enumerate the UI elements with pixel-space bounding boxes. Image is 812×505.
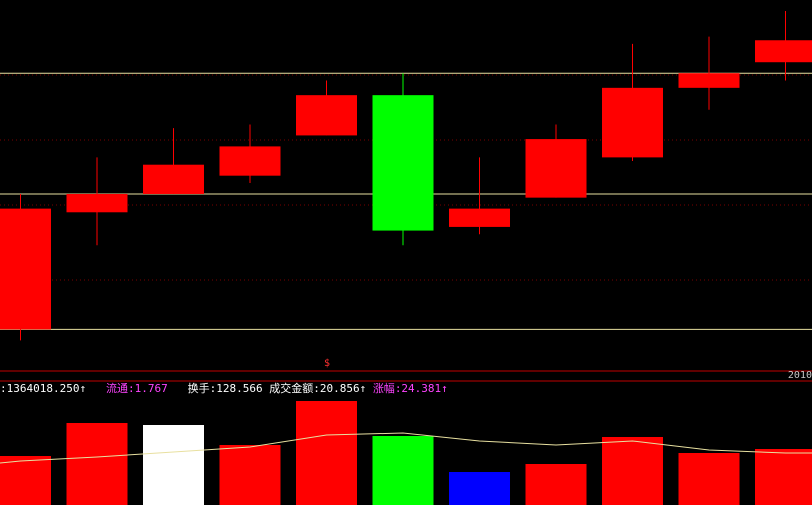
volume-bar-4 [219,445,281,505]
turnover-label: 换手 [187,382,210,395]
circulation-label: 流通 [105,382,128,395]
change-label: 涨幅 [372,382,395,395]
change-value: :24.381↑ [394,382,448,395]
candle-body-10 [678,73,740,88]
volume-bar-10 [678,453,740,505]
volume-bar-7 [449,472,510,505]
candlestick-series [0,10,812,341]
volume-bar-5 [296,401,357,505]
volume-bar-9 [602,437,663,505]
marker-label: $ [324,358,331,369]
volume-bar-3 [143,425,204,505]
volume-moving-average-line [0,432,812,464]
indicator-info-bar: :1364018.250↑ 流通:1.767 换手:128.566 成交金额:2… [0,381,448,397]
volume-value: :1364018.250↑ [0,382,87,395]
volume-bar-8 [525,464,587,505]
candle-body-5 [296,95,357,136]
volume-bar-11 [755,449,812,505]
circulation-value: :1.767 [127,382,168,395]
candle-body-7 [449,208,510,227]
grid-lines [0,74,812,281]
amount-label: 成交金额 [269,382,314,395]
candle-body-3 [143,164,204,194]
candle-body-11 [755,40,812,63]
candle-body-1 [0,208,51,330]
turnover-value: :128.566 [209,382,263,395]
candle-body-6 [372,95,434,231]
candle-body-8 [525,139,587,198]
candle-body-9 [602,87,663,158]
volume-bar-2 [66,423,128,505]
date-axis-label: 2010 [787,370,812,381]
candle-body-4 [219,146,281,176]
amount-value: :20.856↑ [313,382,367,395]
volume-bar-6 [372,436,434,505]
volume-bar-1 [0,456,51,505]
volume-series [0,401,812,505]
candle-body-2 [66,193,128,213]
